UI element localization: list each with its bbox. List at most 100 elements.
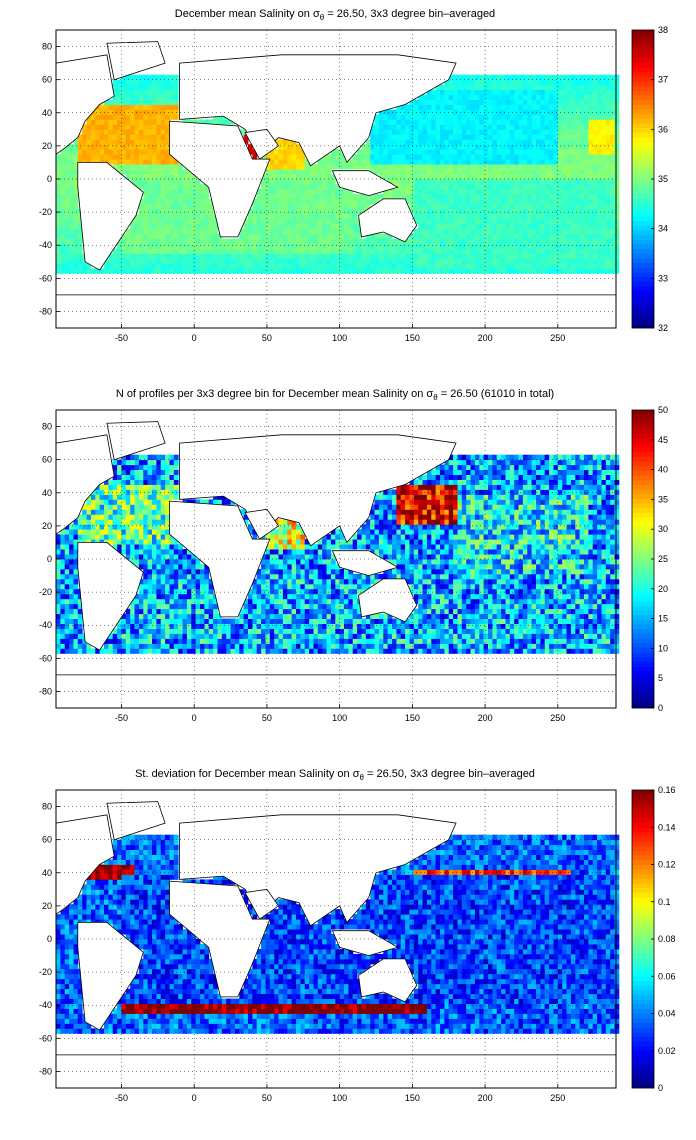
heat-cell xyxy=(466,124,471,130)
heat-cell xyxy=(147,623,153,629)
heat-cell xyxy=(304,228,310,235)
heat-cell xyxy=(143,159,149,165)
heat-cell xyxy=(252,208,258,215)
heat-cell xyxy=(357,233,362,239)
heat-cell xyxy=(374,114,380,120)
heat-cell xyxy=(570,268,576,274)
heat-cell xyxy=(562,228,567,235)
heat-cell xyxy=(200,613,205,619)
heat-cell xyxy=(239,248,245,254)
heat-cell xyxy=(156,253,162,259)
heat-cell xyxy=(605,218,611,225)
heat-cell xyxy=(392,109,397,115)
heat-cell xyxy=(610,154,615,160)
heat-cell xyxy=(435,139,441,145)
heat-cell xyxy=(501,618,506,624)
heat-cell xyxy=(527,198,533,205)
heat-cell xyxy=(269,248,275,254)
heat-cell xyxy=(147,628,153,634)
heat-cell xyxy=(200,258,205,264)
heat-cell xyxy=(322,618,327,624)
heat-cell xyxy=(396,129,402,135)
heat-cell xyxy=(496,169,502,175)
heat-cell xyxy=(108,114,114,120)
heat-cell xyxy=(527,154,533,160)
colorbar-segment xyxy=(632,174,654,180)
heat-cell xyxy=(152,104,157,110)
heat-cell xyxy=(426,193,432,200)
heat-cell xyxy=(64,203,70,210)
heat-cell xyxy=(143,124,149,130)
heat-cell xyxy=(178,238,183,244)
heat-cell xyxy=(575,608,581,615)
heat-cell xyxy=(309,253,314,259)
heat-cell xyxy=(514,109,519,115)
heat-cell xyxy=(426,89,432,95)
heat-cell xyxy=(213,114,218,120)
heat-cell xyxy=(339,248,345,254)
heat-cell xyxy=(125,638,131,644)
heat-cell xyxy=(73,253,79,259)
heat-cell xyxy=(221,638,227,644)
heat-cell xyxy=(160,203,166,210)
heat-cell xyxy=(344,238,349,244)
heat-cell xyxy=(186,643,192,649)
heat-cell xyxy=(440,628,445,634)
heat-cell xyxy=(304,243,310,249)
heat-cell xyxy=(518,89,524,95)
heat-cell xyxy=(160,608,166,615)
heat-cell xyxy=(444,174,450,180)
heat-cell xyxy=(614,623,620,629)
heat-cell xyxy=(605,134,611,140)
heat-cell xyxy=(169,643,175,649)
heat-cell xyxy=(440,608,445,615)
heat-cell xyxy=(296,238,301,244)
heat-cell xyxy=(426,233,432,239)
heat-cell xyxy=(597,608,602,615)
heat-cell xyxy=(278,188,284,195)
heat-cell xyxy=(614,94,620,100)
heat-cell xyxy=(344,188,349,195)
heat-cell xyxy=(479,169,485,175)
heat-cell xyxy=(461,263,467,269)
heat-cell xyxy=(165,144,170,150)
heat-cell xyxy=(553,213,559,220)
heat-cell xyxy=(514,149,519,155)
heat-cell xyxy=(570,238,576,244)
heat-cell xyxy=(540,114,546,120)
heat-cell xyxy=(440,198,445,205)
heat-cell xyxy=(440,84,445,90)
heat-cell xyxy=(130,179,135,185)
heat-cell xyxy=(509,613,515,619)
heat-cell xyxy=(304,238,310,244)
heat-cell xyxy=(138,628,144,634)
heat-cell xyxy=(296,188,301,195)
heat-cell xyxy=(575,184,581,190)
heat-cell xyxy=(396,643,402,649)
heat-cell xyxy=(265,253,271,259)
heat-cell xyxy=(544,129,550,135)
heat-cell xyxy=(95,109,101,115)
heat-cell xyxy=(597,184,602,190)
heat-cell xyxy=(221,258,227,264)
heat-cell xyxy=(553,218,559,225)
heat-cell xyxy=(226,643,231,649)
heat-cell xyxy=(505,268,511,274)
heat-cell xyxy=(592,84,598,90)
heat-cell xyxy=(605,129,611,135)
heat-cell xyxy=(597,99,602,105)
heat-cell xyxy=(544,174,550,180)
heat-cell xyxy=(466,104,471,110)
heat-cell xyxy=(300,208,306,215)
heat-cell xyxy=(457,213,463,220)
heat-cell xyxy=(383,174,389,180)
heat-cell xyxy=(588,129,594,135)
heat-cell xyxy=(605,149,611,155)
heat-cell xyxy=(64,188,70,195)
heat-cell xyxy=(182,208,188,215)
heat-cell xyxy=(536,213,541,220)
heat-cell xyxy=(186,648,192,654)
heat-cell xyxy=(461,643,467,649)
heat-cell xyxy=(64,618,70,624)
heat-cell xyxy=(605,223,611,230)
